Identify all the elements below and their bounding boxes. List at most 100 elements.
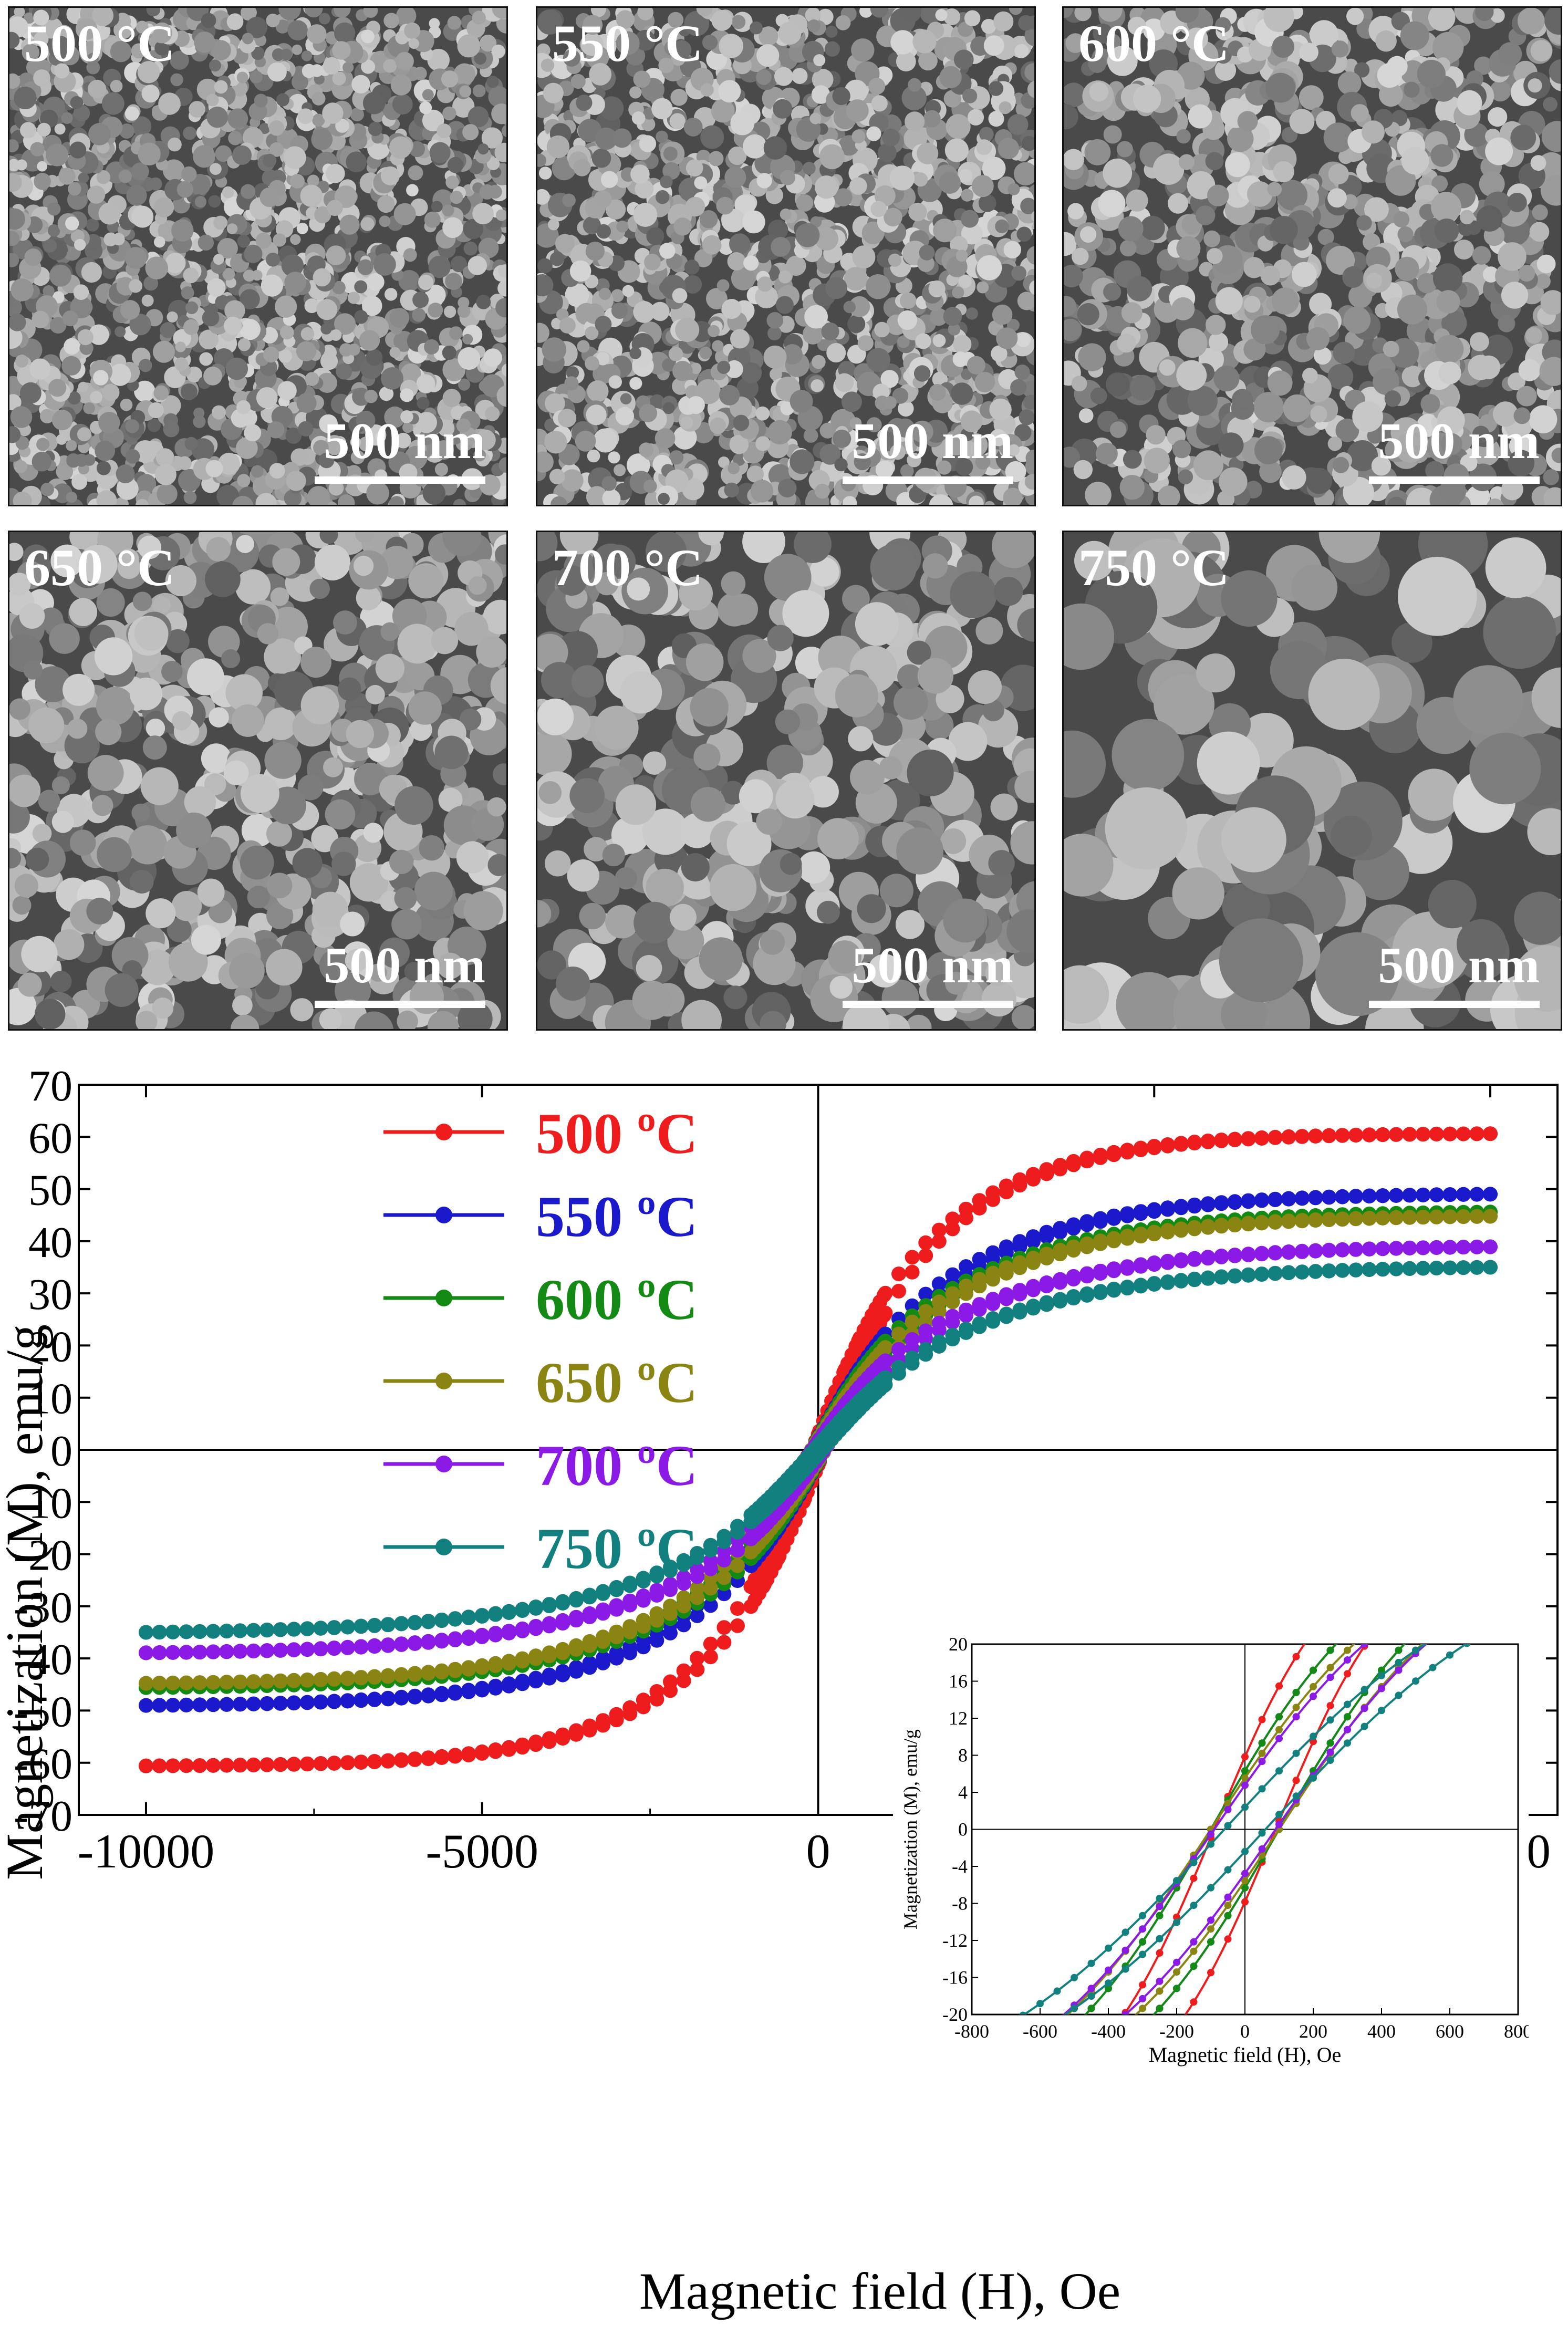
sem-grain bbox=[181, 286, 194, 299]
sem-grain bbox=[875, 460, 894, 479]
sem-grain bbox=[356, 585, 381, 610]
sem-grain bbox=[1299, 43, 1318, 62]
sem-grain bbox=[326, 245, 346, 265]
sem-grain bbox=[687, 396, 705, 414]
sem-grain bbox=[395, 51, 414, 70]
sem-grain bbox=[992, 304, 1013, 325]
sem-grain bbox=[312, 891, 348, 928]
sem-grain bbox=[923, 110, 941, 128]
sem-grain bbox=[851, 38, 875, 62]
sem-grain bbox=[1126, 276, 1152, 302]
sem-grain bbox=[977, 281, 989, 294]
sem-grain bbox=[1143, 18, 1165, 41]
sem-grain bbox=[962, 88, 978, 103]
sem-grain bbox=[93, 370, 109, 386]
sem-grain bbox=[69, 598, 98, 626]
sem-grain bbox=[1488, 107, 1508, 127]
sem-grain bbox=[1395, 256, 1419, 281]
sem-grain bbox=[616, 220, 629, 233]
sem-grain bbox=[756, 69, 772, 85]
sem-grain bbox=[977, 255, 1002, 281]
scale-bar bbox=[843, 476, 1013, 484]
sem-grain bbox=[129, 677, 163, 711]
sem-grain bbox=[812, 68, 834, 90]
sem-grain bbox=[68, 182, 81, 196]
sem-grain bbox=[354, 310, 368, 324]
sem-grain bbox=[565, 283, 589, 307]
sem-grain bbox=[241, 814, 275, 847]
sem-grain bbox=[296, 222, 308, 234]
sem-grain bbox=[34, 173, 51, 190]
sem-grain bbox=[721, 299, 742, 319]
sem-grain bbox=[1430, 144, 1453, 167]
sem-grain bbox=[642, 808, 689, 855]
sem-grain bbox=[1231, 389, 1253, 410]
sem-grain bbox=[868, 78, 886, 95]
sem-grain bbox=[835, 15, 851, 30]
sem-grain bbox=[1003, 241, 1021, 258]
sem-grain bbox=[352, 388, 370, 406]
sem-grain bbox=[65, 216, 79, 231]
sem-grain bbox=[1518, 265, 1535, 282]
sem-grain bbox=[183, 491, 197, 504]
sem-grain bbox=[1243, 338, 1266, 361]
sem-grain bbox=[334, 8, 350, 18]
sem-grain bbox=[208, 195, 221, 208]
sem-grain bbox=[1530, 155, 1546, 171]
sem-grain bbox=[138, 142, 161, 166]
sem-grain bbox=[1540, 290, 1561, 315]
sem-grain bbox=[389, 496, 404, 505]
sem-grain bbox=[988, 81, 1004, 96]
sem-grain bbox=[1541, 121, 1561, 152]
sem-grain bbox=[47, 224, 60, 237]
sem-grain bbox=[807, 776, 839, 808]
sem-grain bbox=[559, 532, 599, 555]
sem-grain bbox=[726, 822, 772, 866]
sem-grain bbox=[1118, 216, 1144, 242]
sem-grain bbox=[240, 845, 274, 880]
sem-grain bbox=[555, 234, 575, 254]
sem-grain bbox=[486, 76, 499, 88]
sem-grain bbox=[284, 272, 306, 294]
sem-grain bbox=[228, 131, 243, 146]
sem-grain bbox=[897, 310, 918, 330]
sem-grain bbox=[78, 381, 89, 392]
sem-grain bbox=[952, 351, 969, 367]
sem-grain bbox=[849, 177, 867, 195]
sem-grain bbox=[1085, 482, 1112, 505]
sem-grain bbox=[589, 63, 612, 86]
sem-grain bbox=[404, 22, 421, 39]
sem-grain bbox=[363, 8, 378, 18]
sem-grain bbox=[393, 203, 416, 225]
sem-grain bbox=[945, 972, 968, 995]
sem-grain bbox=[1282, 465, 1306, 490]
sem-grain bbox=[279, 349, 293, 363]
sem-grain bbox=[659, 281, 672, 294]
sem-grain bbox=[695, 379, 721, 404]
sem-grain bbox=[11, 278, 34, 302]
sem-grain bbox=[746, 465, 764, 483]
sem-grain bbox=[743, 255, 759, 271]
sem-grain bbox=[967, 356, 985, 375]
sem-grain bbox=[1072, 247, 1089, 265]
sem-grain bbox=[1107, 46, 1138, 76]
sem-grain bbox=[148, 402, 164, 419]
sem-grain bbox=[686, 643, 724, 681]
sem-grain bbox=[636, 955, 662, 981]
sem-grain bbox=[797, 851, 830, 884]
sem-grain bbox=[1328, 163, 1349, 185]
sem-grain bbox=[116, 464, 135, 484]
sem-grain bbox=[1356, 215, 1372, 231]
sem-grain bbox=[950, 571, 997, 618]
sem-grain bbox=[300, 327, 315, 341]
sem-grain bbox=[956, 250, 968, 262]
sem-grain bbox=[683, 118, 703, 137]
sem-grain bbox=[896, 51, 916, 71]
sem-grain bbox=[128, 825, 168, 865]
sem-grain bbox=[225, 674, 263, 712]
sem-grain bbox=[771, 237, 791, 257]
sem-grain bbox=[583, 216, 601, 235]
sem-grain bbox=[300, 686, 339, 724]
sem-grain bbox=[1065, 33, 1085, 53]
sem-grain bbox=[1393, 211, 1410, 228]
